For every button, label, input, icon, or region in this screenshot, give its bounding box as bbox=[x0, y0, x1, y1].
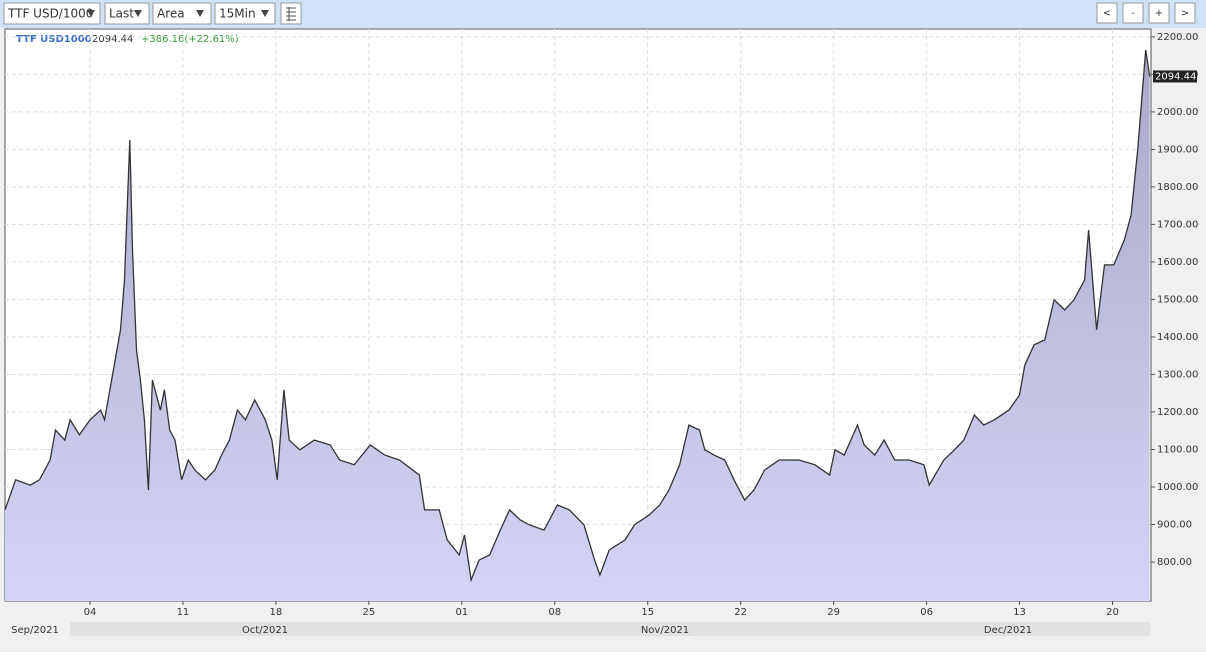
y-tick-label: 1800.00 bbox=[1157, 182, 1198, 193]
symbol: TTF USD/1000 bbox=[7, 7, 93, 21]
y-tick-label: 800.00 bbox=[1157, 557, 1192, 568]
style: Area bbox=[157, 7, 185, 21]
nav-button[interactable] bbox=[1122, 2, 1144, 24]
y-tick-label: 2200.00 bbox=[1157, 32, 1198, 43]
interval-select[interactable] bbox=[214, 2, 276, 25]
x-tick-label: 29 bbox=[827, 607, 840, 618]
x-tick-label: 15 bbox=[641, 607, 654, 618]
field: Last bbox=[109, 7, 134, 21]
table-button[interactable] bbox=[280, 2, 302, 25]
legend-price: 2094.44 bbox=[92, 34, 133, 45]
nav-label: < bbox=[1103, 8, 1111, 19]
legend-symbol: TTF USD1000 bbox=[16, 34, 92, 45]
month-label: Oct/2021 bbox=[242, 625, 288, 636]
x-tick-label: 25 bbox=[362, 607, 375, 618]
y-tick-label: 1300.00 bbox=[1157, 369, 1198, 380]
nav-buttons: < - + > bbox=[1096, 2, 1196, 24]
area-fill bbox=[5, 50, 1150, 601]
month-label: Sep/2021 bbox=[11, 625, 59, 636]
nav-label: + bbox=[1155, 8, 1163, 19]
nav-label: > bbox=[1181, 8, 1189, 19]
x-tick-label: 04 bbox=[84, 607, 97, 618]
y-tick-label: 2000.00 bbox=[1157, 107, 1198, 118]
last-value-tag bbox=[1153, 70, 1197, 83]
price-line bbox=[4, 49, 1151, 583]
x-tick-label: 22 bbox=[734, 607, 747, 618]
x-tick-label: 13 bbox=[1013, 607, 1026, 618]
toolbar-controls: TTF USD/1000 Last Area 15Min bbox=[3, 2, 302, 25]
y-tick-label: 1400.00 bbox=[1157, 332, 1198, 343]
style-select[interactable] bbox=[152, 2, 212, 25]
table-icon bbox=[286, 7, 296, 21]
y-tick-label: 1700.00 bbox=[1157, 219, 1198, 230]
symbol-select[interactable] bbox=[3, 2, 101, 25]
x-tick-label: 08 bbox=[548, 607, 561, 618]
last-value-label: 2094.44 bbox=[1155, 71, 1196, 82]
x-tick-label: 06 bbox=[920, 607, 933, 618]
month-band bbox=[70, 622, 1150, 636]
y-tick-label: 1100.00 bbox=[1157, 444, 1198, 455]
y-tick-label: 1200.00 bbox=[1157, 407, 1198, 418]
legend-change: +386.16(+22.61%) bbox=[141, 34, 239, 45]
nav-button[interactable] bbox=[1174, 2, 1196, 24]
nav-button[interactable] bbox=[1148, 2, 1170, 24]
interval: 15Min bbox=[219, 7, 256, 21]
x-tick-label: 11 bbox=[177, 607, 190, 618]
nav-label: - bbox=[1131, 8, 1135, 19]
y-tick-label: 1500.00 bbox=[1157, 294, 1198, 305]
nav-button[interactable] bbox=[1096, 2, 1118, 24]
month-label: Dec/2021 bbox=[984, 625, 1032, 636]
y-tick-label: 1000.00 bbox=[1157, 482, 1198, 493]
field-select[interactable] bbox=[104, 2, 150, 25]
x-tick-label: 20 bbox=[1106, 607, 1119, 618]
y-tick-label: 1900.00 bbox=[1157, 144, 1198, 155]
x-tick-label: 18 bbox=[270, 607, 283, 618]
month-label: Nov/2021 bbox=[641, 625, 689, 636]
y-tick-label: 900.00 bbox=[1157, 519, 1192, 530]
y-tick-label: 1600.00 bbox=[1157, 257, 1198, 268]
x-tick-label: 01 bbox=[455, 607, 468, 618]
